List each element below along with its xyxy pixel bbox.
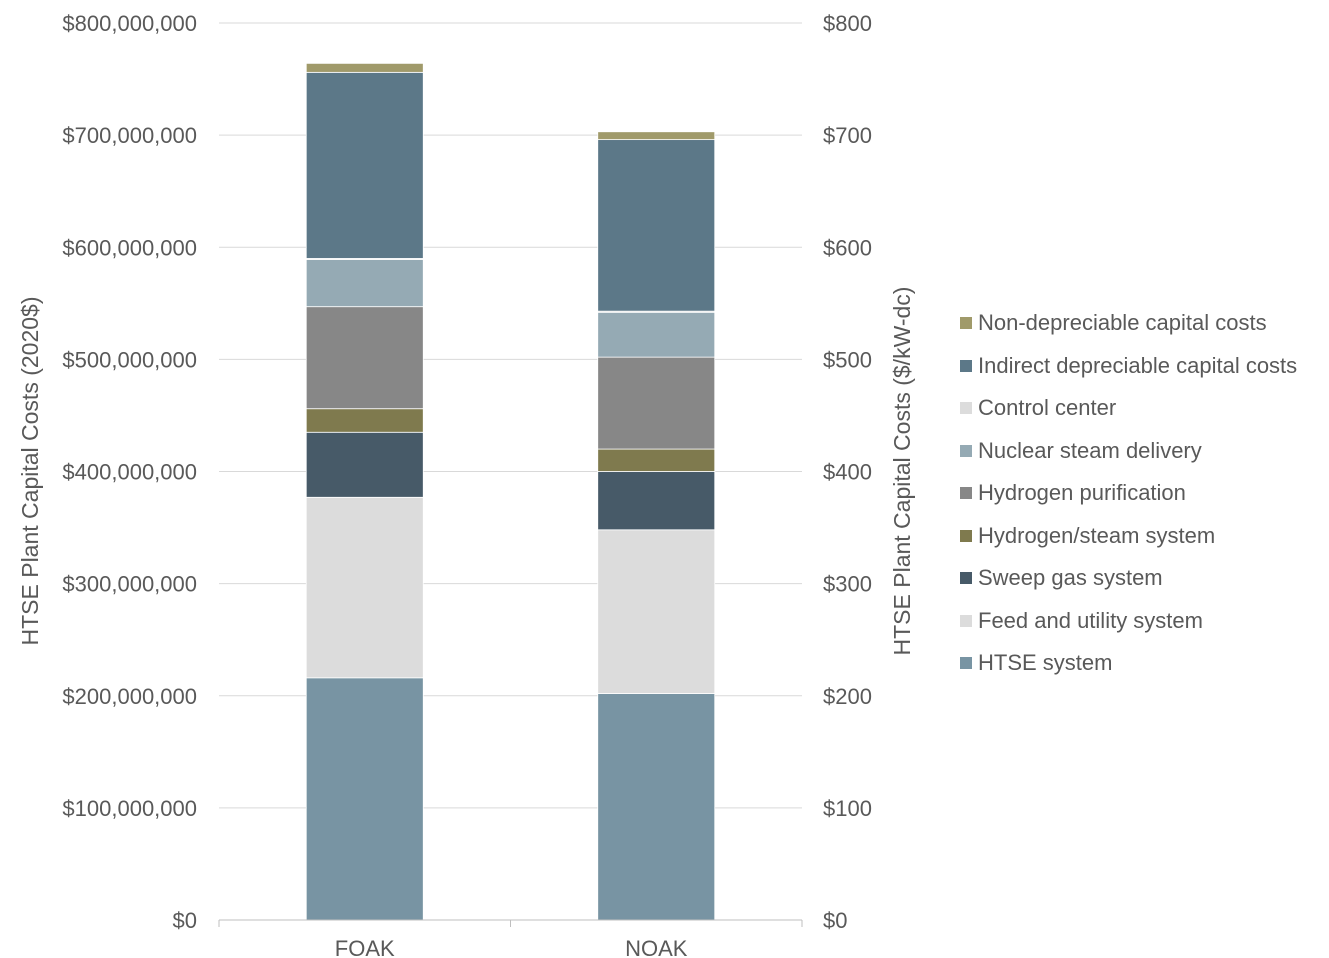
legend-item: Non-depreciable capital costs [960,302,1329,345]
legend-swatch [960,614,972,627]
legend-label: Feed and utility system [978,607,1203,633]
bar-segment [305,71,424,259]
legend-item: Sweep gas system [960,557,1329,600]
bar-segment [597,131,716,141]
legend-item: Nuclear steam delivery [960,430,1329,473]
legend-swatch [960,487,972,500]
y2-tick-label: $300 [823,572,872,597]
x-tick-label: FOAK [335,936,395,958]
y2-tick-label: $800 [823,11,872,36]
bar-segment [597,356,716,450]
y-tick-label: $500,000,000 [62,347,197,372]
bar-stacks [305,62,716,921]
legend-swatch [960,529,972,542]
y-axis-title: HTSE Plant Capital Costs (2020$) [17,297,43,646]
legend-swatch [960,572,972,585]
bar-segment [597,311,716,358]
bar-segment [305,306,424,410]
bar-segment [305,677,424,921]
bar-segment [305,496,424,679]
bar-segment [305,62,424,73]
legend: Non-depreciable capital costs Indirect de… [960,302,1329,685]
bar-segment [305,408,424,433]
y-tick-label: $300,000,000 [62,572,197,597]
legend-swatch [960,657,972,670]
bar-segment [305,259,424,308]
y2-axis-title: HTSE Plant Capital Costs ($/kW-dc) [889,287,915,656]
legend-item: Hydrogen purification [960,472,1329,515]
legend-swatch [960,359,972,372]
y-tick-label: $0 [173,908,197,933]
legend-label: Hydrogen/steam system [978,522,1216,548]
y2-tick-label: $0 [823,908,847,933]
bar-segment [597,693,716,921]
legend-swatch [960,402,972,415]
legend-label: Indirect depreciable capital costs [978,352,1298,378]
y2-tick-label: $600 [823,235,872,260]
y-tick-label: $800,000,000 [62,11,197,36]
y2-tick-label: $100 [823,796,872,821]
y2-tick-label: $700 [823,123,872,148]
bar-segment [597,471,716,531]
legend-label: HTSE system [978,650,1113,676]
legend-item: HTSE system [960,642,1329,685]
y-tick-label: $600,000,000 [62,235,197,260]
legend-item: Hydrogen/steam system [960,515,1329,558]
axes: $0 $0 $100,000,000 $100 $200,000,000 $200 $300… [62,11,872,958]
bar-segment [597,448,716,472]
y-tick-label: $200,000,000 [62,684,197,709]
bar-segment [305,431,424,498]
legend-swatch [960,444,972,457]
bar-segment [597,139,716,312]
y-tick-label: $100,000,000 [62,796,197,821]
y2-tick-label: $200 [823,684,872,709]
legend-label: Nuclear steam delivery [978,437,1202,463]
legend-item: Indirect depreciable capital costs [960,345,1329,388]
legend-item: Control center [960,387,1329,430]
y-tick-label: $400,000,000 [62,460,197,485]
x-tick-label: NOAK [625,936,688,958]
legend-label: Sweep gas system [978,565,1163,591]
bar-segment [597,529,716,694]
legend-label: Non-depreciable capital costs [978,310,1267,336]
legend-label: Hydrogen purification [978,480,1186,506]
y-tick-label: $700,000,000 [62,123,197,148]
y2-tick-label: $400 [823,460,872,485]
legend-swatch [960,317,972,330]
legend-label: Control center [978,395,1117,421]
y2-tick-label: $500 [823,347,872,372]
legend-item: Feed and utility system [960,600,1329,643]
